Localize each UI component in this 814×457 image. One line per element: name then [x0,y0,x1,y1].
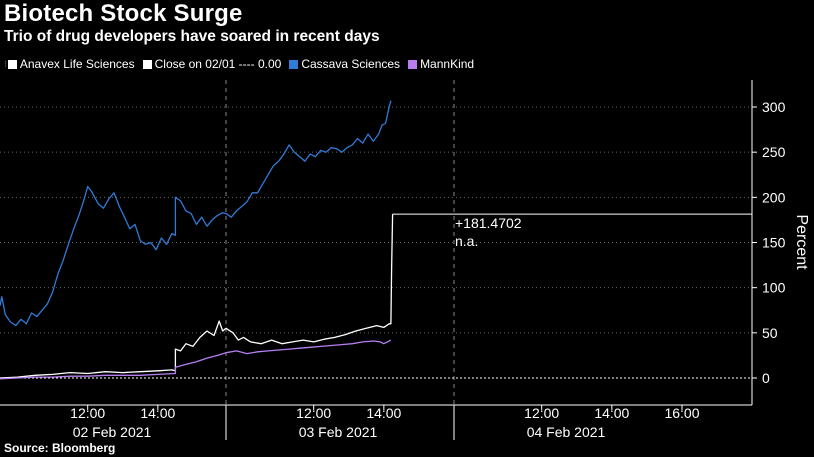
legend-swatch-anavex [7,59,17,69]
y-tick-label-200: 200 [762,189,786,205]
legend-label-mannkind: MannKind [420,57,475,71]
y-tick-label-50: 50 [762,325,778,341]
annotation-value: +181.4702 [455,215,522,231]
legend-item-cassava[interactable]: Cassava Sciences [289,57,400,71]
legend-cursor-icon: ⁝ [4,58,7,69]
x-tick-label: 14:00 [366,405,401,421]
x-tick-label: 14:00 [140,405,175,421]
y-tick-label-150: 150 [762,235,786,251]
x-day-label: 02 Feb 2021 [73,424,152,440]
y-tick-label-0: 0 [762,370,770,386]
y-tick-label-100: 100 [762,280,786,296]
legend-swatch-cassava [289,59,299,69]
x-tick-label: 14:00 [594,405,629,421]
x-tick-label: 12:00 [524,405,559,421]
legend-item-close[interactable]: Close on 02/01 ---- 0.00 [142,57,282,71]
chart-title: Biotech Stock Surge [4,0,243,27]
x-day-label: 04 Feb 2021 [527,424,606,440]
x-tick-label: 16:00 [664,405,699,421]
legend: ⁝ Anavex Life Sciences Close on 02/01 --… [4,57,482,71]
legend-swatch-mannkind [408,59,418,69]
legend-label-close: Close on 02/01 ---- 0.00 [154,57,282,71]
legend-item-mannkind[interactable]: MannKind [408,57,474,71]
x-tick-label: 12:00 [70,405,105,421]
series-line-cassava-sciences [0,100,392,327]
legend-swatch-close [142,59,152,69]
series-line-anavex-life-sciences [0,214,394,379]
x-day-label: 03 Feb 2021 [299,424,378,440]
x-tick-label: 12:00 [296,405,331,421]
y-tick-label-300: 300 [762,99,786,115]
series-line-mannkind [0,339,392,380]
annotation-na: n.a. [455,233,478,249]
legend-label-anavex: Anavex Life Sciences [19,57,135,71]
chart-subtitle: Trio of drug developers have soared in r… [4,28,380,45]
source-note: Source: Bloomberg [4,441,116,455]
legend-label-cassava: Cassava Sciences [301,57,401,71]
y-axis-label: Percent [793,214,810,270]
y-tick-label-250: 250 [762,144,786,160]
legend-item-anavex[interactable]: ⁝ Anavex Life Sciences [4,57,135,71]
